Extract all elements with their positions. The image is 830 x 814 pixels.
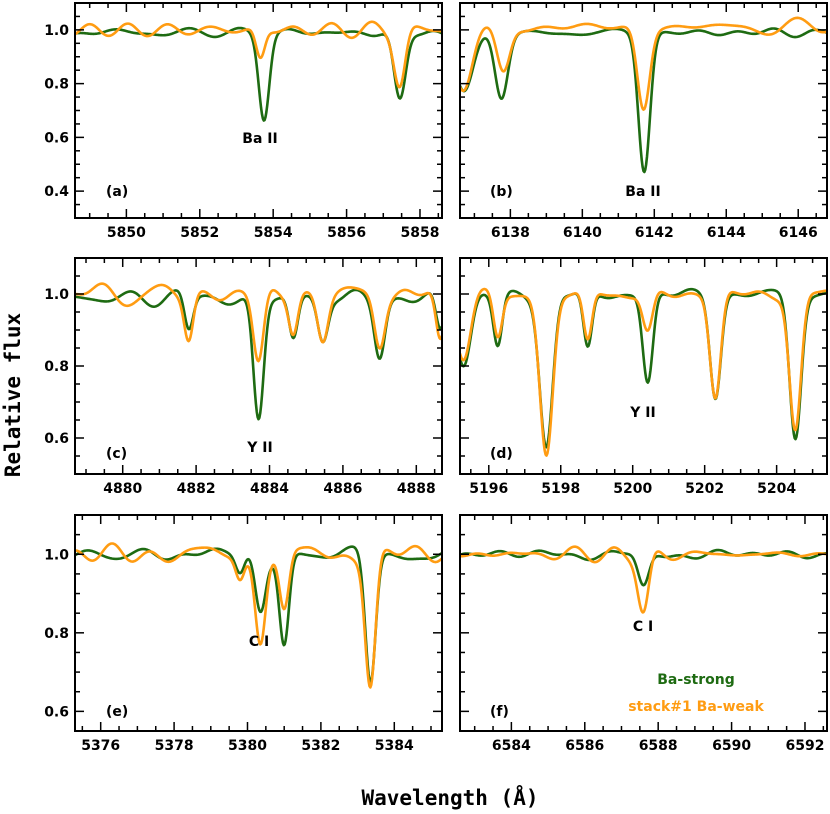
x-tick-label: 5858 <box>400 225 439 241</box>
series-line <box>75 545 442 684</box>
y-tick-label: 0.6 <box>44 130 69 146</box>
panel-letter: (e) <box>106 704 128 720</box>
x-tick-label: 5852 <box>180 225 219 241</box>
x-tick-label: 6146 <box>779 225 818 241</box>
y-tick-label: 0.4 <box>44 184 69 200</box>
x-tick-label: 5200 <box>613 481 652 497</box>
chart-panel: 4880 4882 4884 4886 4888 0.6 0.8 1.0 (c) Y II <box>44 257 443 497</box>
panel-letter: (c) <box>106 446 127 462</box>
x-tick-label: 4880 <box>103 481 142 497</box>
x-tick-label: 5384 <box>375 738 414 754</box>
x-tick-label: 5202 <box>685 481 724 497</box>
x-tick-label: 6588 <box>639 738 678 754</box>
line-label: Y II <box>246 440 272 456</box>
y-tick-label: 1.0 <box>44 547 69 563</box>
series-line <box>460 548 827 587</box>
series-line <box>75 288 442 421</box>
series-line <box>75 542 442 689</box>
panel-letter: (b) <box>490 184 513 200</box>
legend-ba-strong: Ba-strong <box>657 672 734 688</box>
x-tick-label: 5380 <box>228 738 267 754</box>
series-line <box>460 287 827 457</box>
series-line <box>75 26 442 122</box>
chart-panel: 5376 5378 5380 5382 5384 0.6 0.8 1.0 (e) C I <box>44 514 443 754</box>
x-tick-label: 6140 <box>563 225 602 241</box>
x-tick-label: 4882 <box>177 481 216 497</box>
line-label: Ba II <box>625 184 660 200</box>
y-tick-label: 1.0 <box>44 287 69 303</box>
x-tick-label: 5856 <box>327 225 366 241</box>
x-tick-label: 6592 <box>785 738 824 754</box>
x-tick-label: 5198 <box>541 481 580 497</box>
y-tick-label: 0.6 <box>44 431 69 447</box>
series-line <box>460 27 827 174</box>
x-tick-label: 4884 <box>250 481 289 497</box>
x-tick-label: 5854 <box>254 225 293 241</box>
series-line <box>75 20 442 89</box>
x-tick-label: 6142 <box>635 225 674 241</box>
panel-letter: (d) <box>490 446 513 462</box>
series-line <box>460 545 827 614</box>
y-tick-label: 0.8 <box>44 359 69 375</box>
series-line <box>460 16 827 111</box>
y-tick-label: 1.0 <box>44 23 69 39</box>
chart-panel: 6138 6140 6142 6144 6146 (b) Ba II <box>459 2 828 241</box>
x-tick-label: 4888 <box>397 481 436 497</box>
x-tick-label: 4886 <box>323 481 362 497</box>
panel-frame <box>459 514 828 732</box>
x-tick-label: 5196 <box>469 481 508 497</box>
x-tick-label: 5382 <box>301 738 340 754</box>
x-tick-label: 6584 <box>492 738 531 754</box>
y-axis-title: Relative flux <box>1 312 25 477</box>
x-tick-label: 5850 <box>107 225 146 241</box>
line-label: Ba II <box>242 131 277 147</box>
y-tick-label: 0.8 <box>44 77 69 93</box>
chart-panel: 5850 5852 5854 5856 5858 0.4 0.6 0.8 1.0 (a) Ba II <box>44 2 443 241</box>
series-line <box>460 287 827 449</box>
legend-stack1-ba-weak: stack#1 Ba-weak <box>628 699 764 715</box>
x-tick-label: 6138 <box>491 225 530 241</box>
panel-frame <box>74 514 443 732</box>
panels-group: 5850 5852 5854 5856 5858 0.4 0.6 0.8 1.0 (a) Ba II… <box>44 2 828 754</box>
x-tick-label: 6144 <box>707 225 746 241</box>
x-tick-label: 5378 <box>155 738 194 754</box>
x-axis-title: Wavelength (Å) <box>361 785 538 810</box>
line-label: C I <box>633 619 653 635</box>
y-tick-label: 0.8 <box>44 626 69 642</box>
series-line <box>75 282 442 363</box>
chart-panel: 5196 5198 5200 5202 5204 (d) Y II <box>459 257 828 497</box>
x-tick-label: 5376 <box>81 738 120 754</box>
x-tick-label: 6590 <box>712 738 751 754</box>
chart-panel: 6584 6586 6588 6590 6592 (f) C I <box>459 514 828 754</box>
x-tick-label: 5204 <box>757 481 796 497</box>
line-label: C I <box>249 634 269 650</box>
y-tick-label: 0.6 <box>44 704 69 720</box>
panel-letter: (f) <box>490 704 509 720</box>
line-label: Y II <box>629 405 655 421</box>
x-tick-label: 6586 <box>565 738 604 754</box>
panel-letter: (a) <box>106 184 128 200</box>
